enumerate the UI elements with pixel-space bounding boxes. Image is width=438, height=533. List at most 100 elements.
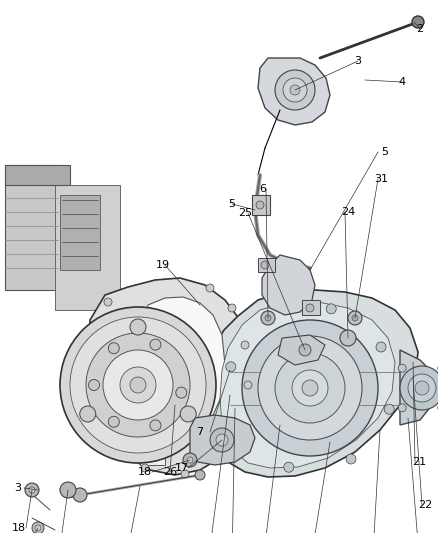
Text: 5: 5	[381, 147, 389, 157]
Circle shape	[283, 78, 307, 102]
Text: 3: 3	[354, 56, 361, 66]
Circle shape	[141, 464, 149, 472]
Text: 7: 7	[196, 427, 204, 437]
Circle shape	[226, 362, 236, 372]
Circle shape	[346, 454, 356, 464]
Polygon shape	[140, 430, 165, 465]
Circle shape	[306, 304, 314, 312]
Circle shape	[210, 428, 234, 452]
Circle shape	[86, 333, 190, 437]
Text: 26: 26	[163, 467, 177, 477]
Circle shape	[352, 315, 358, 321]
Circle shape	[180, 406, 196, 422]
Circle shape	[238, 424, 246, 432]
Circle shape	[216, 456, 224, 464]
Circle shape	[60, 482, 76, 498]
Text: 17: 17	[175, 463, 189, 473]
Circle shape	[60, 307, 216, 463]
Circle shape	[275, 353, 345, 423]
Circle shape	[90, 391, 98, 399]
Polygon shape	[302, 300, 320, 315]
Circle shape	[241, 341, 249, 349]
Text: 21: 21	[412, 457, 426, 467]
Circle shape	[415, 381, 429, 395]
Polygon shape	[5, 165, 60, 290]
Circle shape	[299, 344, 311, 356]
Circle shape	[150, 420, 161, 431]
Circle shape	[88, 379, 99, 391]
Circle shape	[91, 341, 99, 349]
Circle shape	[35, 525, 41, 531]
Circle shape	[242, 320, 378, 456]
Circle shape	[348, 311, 362, 325]
Polygon shape	[262, 255, 315, 315]
Circle shape	[302, 380, 318, 396]
Text: 3: 3	[14, 483, 21, 493]
Polygon shape	[252, 195, 270, 215]
Circle shape	[398, 404, 406, 412]
Circle shape	[29, 487, 35, 493]
Circle shape	[376, 342, 386, 352]
Circle shape	[176, 387, 187, 398]
Circle shape	[120, 367, 156, 403]
Circle shape	[384, 404, 394, 414]
Polygon shape	[258, 58, 330, 125]
Circle shape	[73, 488, 87, 502]
Circle shape	[398, 364, 406, 372]
Circle shape	[228, 304, 236, 312]
Circle shape	[234, 424, 244, 434]
Polygon shape	[220, 302, 395, 468]
Circle shape	[181, 470, 189, 478]
Text: 25: 25	[238, 208, 252, 218]
Circle shape	[104, 298, 112, 306]
Text: 24: 24	[341, 207, 355, 217]
Circle shape	[261, 311, 275, 325]
Circle shape	[206, 284, 214, 292]
Circle shape	[32, 522, 44, 533]
Circle shape	[130, 319, 146, 335]
Circle shape	[400, 366, 438, 410]
Circle shape	[108, 416, 119, 427]
Circle shape	[103, 350, 173, 420]
Circle shape	[195, 470, 205, 480]
Circle shape	[80, 406, 96, 422]
Circle shape	[290, 85, 300, 95]
Circle shape	[216, 434, 228, 446]
Circle shape	[187, 457, 193, 463]
Circle shape	[284, 462, 294, 472]
Text: 6: 6	[259, 184, 266, 194]
Text: 4: 4	[399, 77, 406, 87]
Circle shape	[340, 330, 356, 346]
Circle shape	[183, 453, 197, 467]
Polygon shape	[400, 350, 435, 425]
Polygon shape	[60, 195, 100, 270]
Circle shape	[244, 381, 252, 389]
Circle shape	[106, 433, 114, 441]
Polygon shape	[88, 278, 248, 475]
Circle shape	[150, 339, 161, 350]
Circle shape	[261, 261, 269, 269]
Polygon shape	[55, 185, 120, 310]
Circle shape	[265, 315, 271, 321]
Circle shape	[130, 377, 146, 393]
Circle shape	[256, 201, 264, 209]
Text: 5: 5	[229, 199, 236, 209]
Text: 18: 18	[12, 523, 26, 533]
Circle shape	[408, 374, 436, 402]
Circle shape	[264, 312, 274, 322]
Polygon shape	[258, 258, 275, 272]
Polygon shape	[190, 415, 255, 465]
Polygon shape	[5, 165, 70, 185]
Text: 2: 2	[417, 24, 424, 34]
Text: 31: 31	[374, 174, 388, 184]
Circle shape	[326, 304, 336, 314]
Polygon shape	[138, 297, 225, 435]
Polygon shape	[278, 335, 325, 365]
Text: 19: 19	[156, 260, 170, 270]
Circle shape	[25, 483, 39, 497]
Polygon shape	[210, 290, 418, 477]
Circle shape	[292, 370, 328, 406]
Circle shape	[108, 343, 119, 354]
Circle shape	[412, 16, 424, 28]
Circle shape	[258, 336, 362, 440]
